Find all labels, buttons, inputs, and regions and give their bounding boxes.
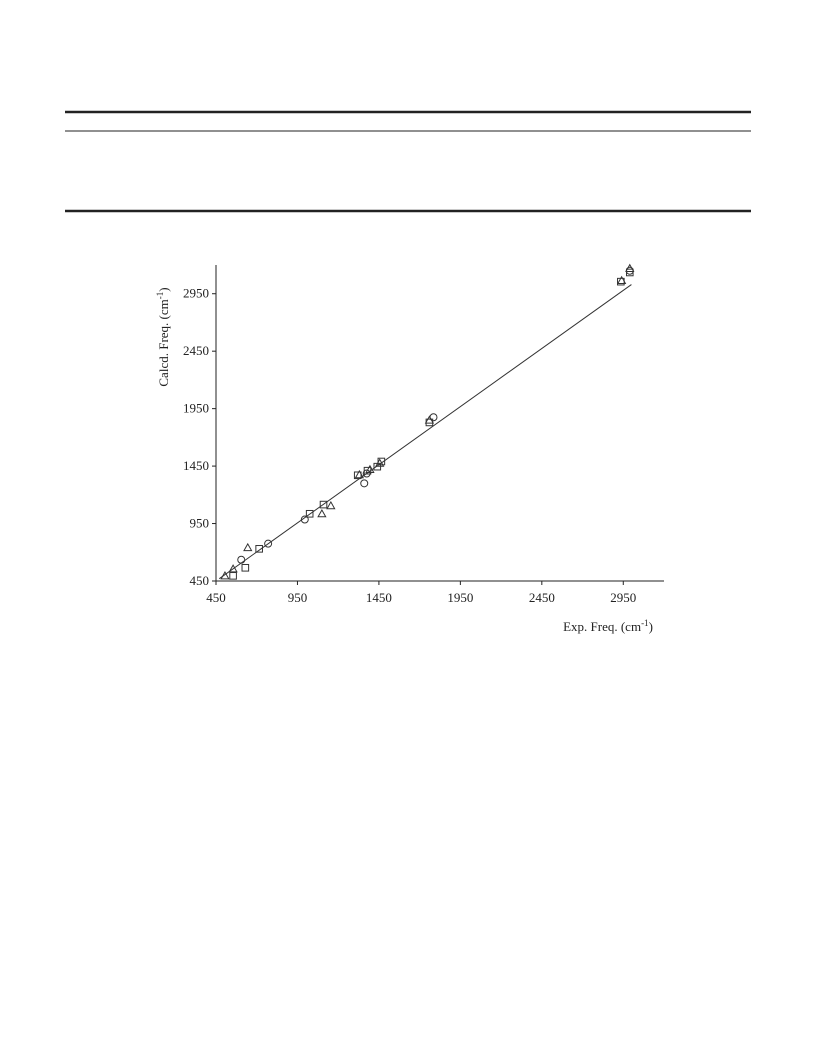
x-tick-label: 450 (206, 590, 226, 605)
point (300, 515, 309, 524)
point (241, 563, 250, 572)
point (319, 500, 328, 509)
point (429, 413, 438, 422)
y-tick-label: 450 (190, 573, 210, 588)
fit-line (218, 284, 632, 580)
y-axis-label-part: Calcd. Freq. (cm (156, 299, 171, 386)
point (353, 471, 362, 480)
x-tick-label: 2950 (610, 590, 636, 605)
point (625, 266, 634, 275)
point (326, 500, 336, 510)
y-tick-label: 2450 (183, 343, 209, 358)
point (373, 462, 382, 471)
y-axis-label-part: ) (156, 287, 171, 291)
point (243, 542, 253, 552)
chart: 450 950 1450 1950 2450 2950 450 950 1450 1950 2450… (155, 263, 664, 634)
point (363, 466, 372, 475)
point (616, 275, 627, 285)
y-tick-label: 2950 (183, 286, 209, 301)
x-tick-label: 950 (288, 590, 308, 605)
point (424, 415, 435, 424)
point (229, 572, 237, 580)
point (264, 539, 273, 548)
point (305, 509, 314, 518)
y-axis-label: Calcd. Freq. (cm-1) (155, 287, 171, 386)
y-tick-label: 1450 (183, 458, 209, 473)
point (220, 571, 230, 580)
point (237, 555, 246, 564)
point (255, 545, 263, 553)
point (228, 564, 238, 573)
x-tick-label: 1450 (366, 590, 392, 605)
point (317, 508, 327, 518)
y-tick-label: 1950 (183, 401, 209, 416)
x-axis-label: Exp. Freq. (cm-1) (563, 618, 653, 634)
x-axis-label-part: ) (649, 619, 653, 634)
x-axis-label-part: Exp. Freq. (cm (563, 619, 641, 634)
point (625, 268, 634, 277)
point (377, 457, 386, 466)
y-tick-label: 950 (190, 516, 210, 531)
point (425, 418, 434, 427)
point (360, 479, 369, 488)
x-tick-label: 2450 (529, 590, 555, 605)
y-axis-label-part: -1 (155, 292, 165, 300)
x-tick-label: 1950 (447, 590, 473, 605)
point (617, 277, 625, 286)
x-axis-label-part: -1 (641, 618, 649, 628)
